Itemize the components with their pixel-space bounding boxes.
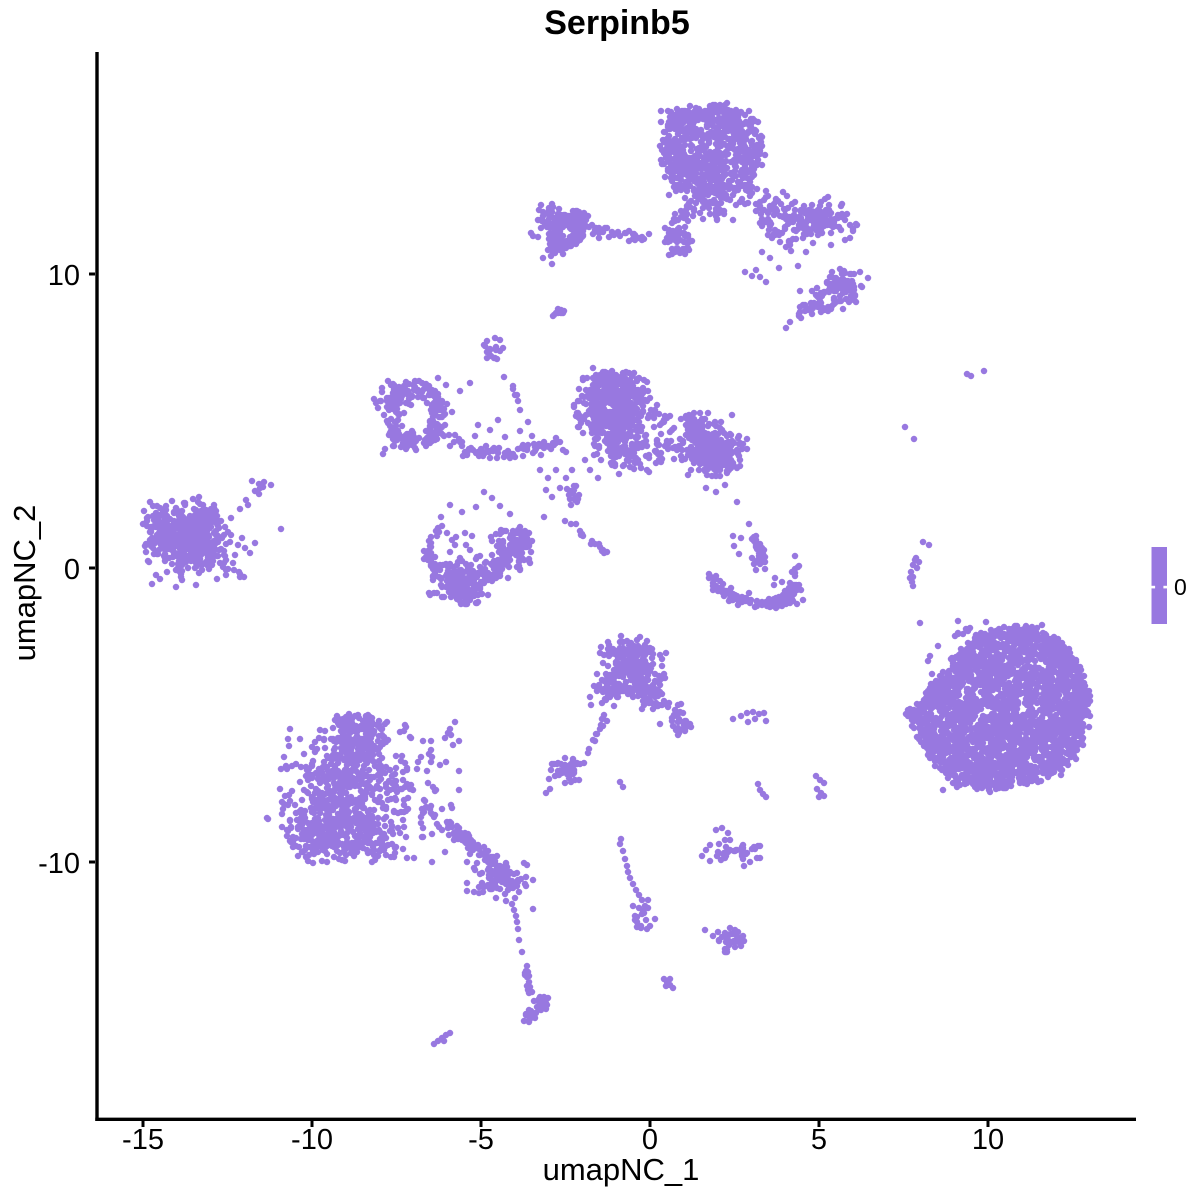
svg-text:umapNC_2: umapNC_2 <box>7 505 42 662</box>
svg-text:10: 10 <box>48 260 80 292</box>
svg-text:-10: -10 <box>291 1124 333 1156</box>
svg-text:0: 0 <box>64 554 80 586</box>
svg-text:10: 10 <box>972 1124 1004 1156</box>
svg-text:-15: -15 <box>122 1124 164 1156</box>
svg-text:Serpinb5: Serpinb5 <box>544 4 689 42</box>
svg-text:umapNC_1: umapNC_1 <box>543 1152 700 1187</box>
svg-text:5: 5 <box>811 1124 827 1156</box>
svg-text:0: 0 <box>1174 574 1187 600</box>
svg-text:-10: -10 <box>38 848 80 880</box>
svg-text:0: 0 <box>642 1124 658 1156</box>
svg-text:-5: -5 <box>468 1124 494 1156</box>
